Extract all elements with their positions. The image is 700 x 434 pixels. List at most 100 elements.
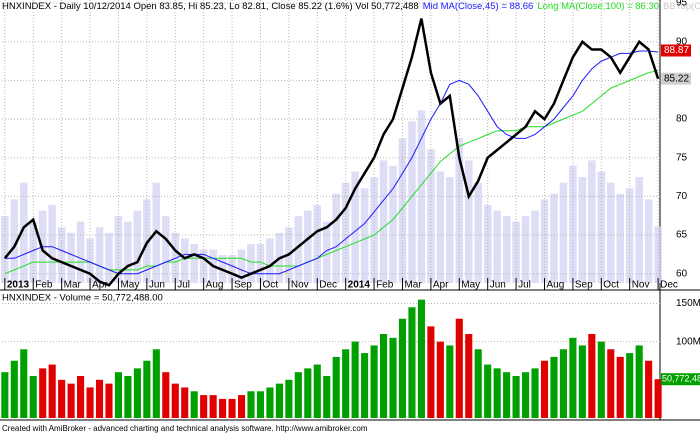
volume-bar [124,376,132,418]
footer: Created with AmiBroker - advanced charti… [2,424,368,433]
volume-backdrop-bar [322,221,331,283]
legend-entry: BBTop(Close,15,2) = 92.20 [663,1,700,12]
volume-bar [370,345,378,418]
volume-backdrop-bar [464,160,473,283]
legend-entry: Mid MA(Close,45) = 88.66 [423,1,534,12]
volume-bar [597,341,605,418]
volume-backdrop-bar [199,249,208,283]
volume-bar [247,391,255,418]
x-tick-label: Sep [575,280,593,291]
y-tick-label: 75 [676,152,688,163]
volume-title: HNXINDEX - Volume = 50,772,488.00 [2,293,163,304]
volume-bar [455,318,463,418]
volume-backdrop-bar [190,243,198,283]
volume-bar [152,349,160,418]
volume-bar [86,387,94,418]
price-line [4,69,659,275]
volume-bar [484,364,492,418]
volume-bar [10,360,18,418]
volume-bar [578,345,586,418]
volume-backdrop-bar [389,165,397,283]
volume-backdrop-bar [266,238,274,283]
volume-bar [427,326,435,418]
volume-bar [171,383,179,418]
x-tick-label: Nov [291,280,309,291]
volume-backdrop-bar [493,210,501,283]
x-tick-label: Nov [632,280,650,291]
volume-backdrop-bar [247,243,255,283]
volume-bar [540,360,549,418]
volume-backdrop-bar [95,227,104,283]
volume-bar [29,376,37,418]
x-tick-label: Dec [319,280,337,291]
volume-bar [559,349,567,418]
volume-backdrop-bar [540,199,549,283]
y-tick-label: 60 [676,268,688,279]
volume-bar [512,376,520,418]
volume-bar [342,349,350,418]
volume-backdrop-bar [502,216,511,283]
volume-bar [522,372,530,418]
price-line [4,50,659,275]
volume-backdrop-bar [417,110,426,283]
volume-backdrop-bar [105,232,113,283]
volume-bar [266,387,274,418]
x-tick-label: Feb [35,280,53,291]
volume-bar [237,395,246,418]
volume-backdrop-bar [446,177,454,283]
volume-bar [645,360,653,418]
volume-bar [162,372,170,418]
volume-bar [351,341,359,418]
volume-backdrop-bar [237,249,246,283]
x-tick-label: Aug [546,280,564,291]
volume-bar [105,383,113,418]
x-tick-label: Sep [234,280,252,291]
x-tick-label: May [120,280,139,291]
volume-bar [190,391,198,418]
price-line [3,18,660,287]
volume-bar [48,364,56,418]
volume-bar [209,395,217,418]
volume-backdrop-bar [588,160,596,283]
volume-backdrop-bar [644,199,653,283]
legend-entry: HNXINDEX - Daily 10/12/2014 Open 83.85, … [2,1,419,12]
y-tick-label: 80 [676,114,688,125]
volume-bar [133,368,141,418]
volume-backdrop-bar [654,226,662,283]
volume-bar [219,398,227,418]
x-tick-label: Oct [262,280,278,291]
x-tick-label: Mar [404,280,422,291]
volume-bar [323,376,331,418]
last-value-label: 50,772,48 [662,374,700,384]
volume-backdrop-bar [341,182,350,283]
volume-backdrop-bar [379,160,388,283]
x-tick-label: Feb [376,280,394,291]
volume-backdrop-bar [180,238,189,283]
volume-backdrop-bar [86,238,94,283]
volume-bar [67,383,75,418]
volume-backdrop-bar [228,255,236,283]
volume-backdrop-bar [616,193,625,283]
x-tick-label: Apr [433,280,449,291]
volume-bar [616,356,624,418]
volume-backdrop-bar [360,188,369,283]
volume-backdrop-bar [294,216,303,283]
x-tick-label: Jul [518,280,531,291]
volume-bar [181,387,189,418]
y-tick-label: 95 [676,0,688,9]
volume-bar [39,368,47,418]
volume-bar [389,337,397,418]
volume-backdrop-bar [597,171,606,283]
volume-backdrop-bar [635,177,643,283]
volume-bar [1,372,9,418]
volume-backdrop-bar [370,177,378,283]
legend-entry: Long MA(Close,100) = 86.30 [537,1,659,12]
y-tick-label: 150M [676,298,700,309]
volume-bar [114,372,123,418]
volume-bar [503,372,511,418]
value-flag-label: 88.87 [664,45,689,56]
volume-bar [95,379,104,418]
volume-bar [446,345,454,418]
volume-bar [256,391,265,418]
volume-bar [398,318,407,418]
